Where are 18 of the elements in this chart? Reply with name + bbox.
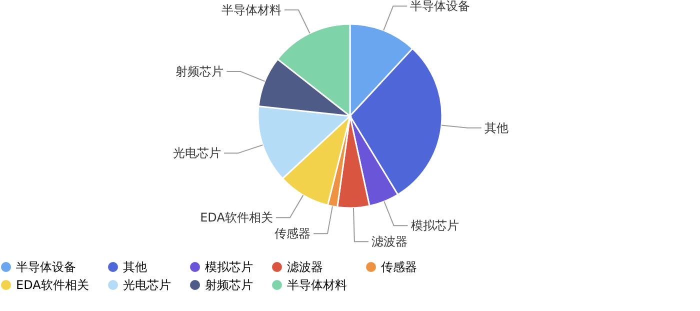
slice-label: 滤波器 [371,234,408,249]
legend-label: 其他 [123,260,147,274]
slice-label: 其他 [484,120,508,135]
slice-label: 半导体材料 [221,2,282,17]
slice-label: 射频芯片 [176,64,224,79]
slice-label: 模拟芯片 [410,218,459,233]
legend-label: 光电芯片 [123,278,171,292]
legend-label: 传感器 [381,260,417,274]
legend-label: 模拟芯片 [205,260,253,274]
legend-label: 半导体设备 [16,260,76,274]
slice-label: 传感器 [274,226,311,241]
legend-label: 射频芯片 [205,278,253,292]
legend-label: EDA软件相关 [16,278,89,292]
legend-label: 半导体材料 [287,278,347,292]
legend-label: 滤波器 [287,260,323,274]
slice-label: 光电芯片 [173,146,222,160]
slice-label: 半导体设备 [410,0,470,14]
slice-label: EDA软件相关 [200,210,273,225]
